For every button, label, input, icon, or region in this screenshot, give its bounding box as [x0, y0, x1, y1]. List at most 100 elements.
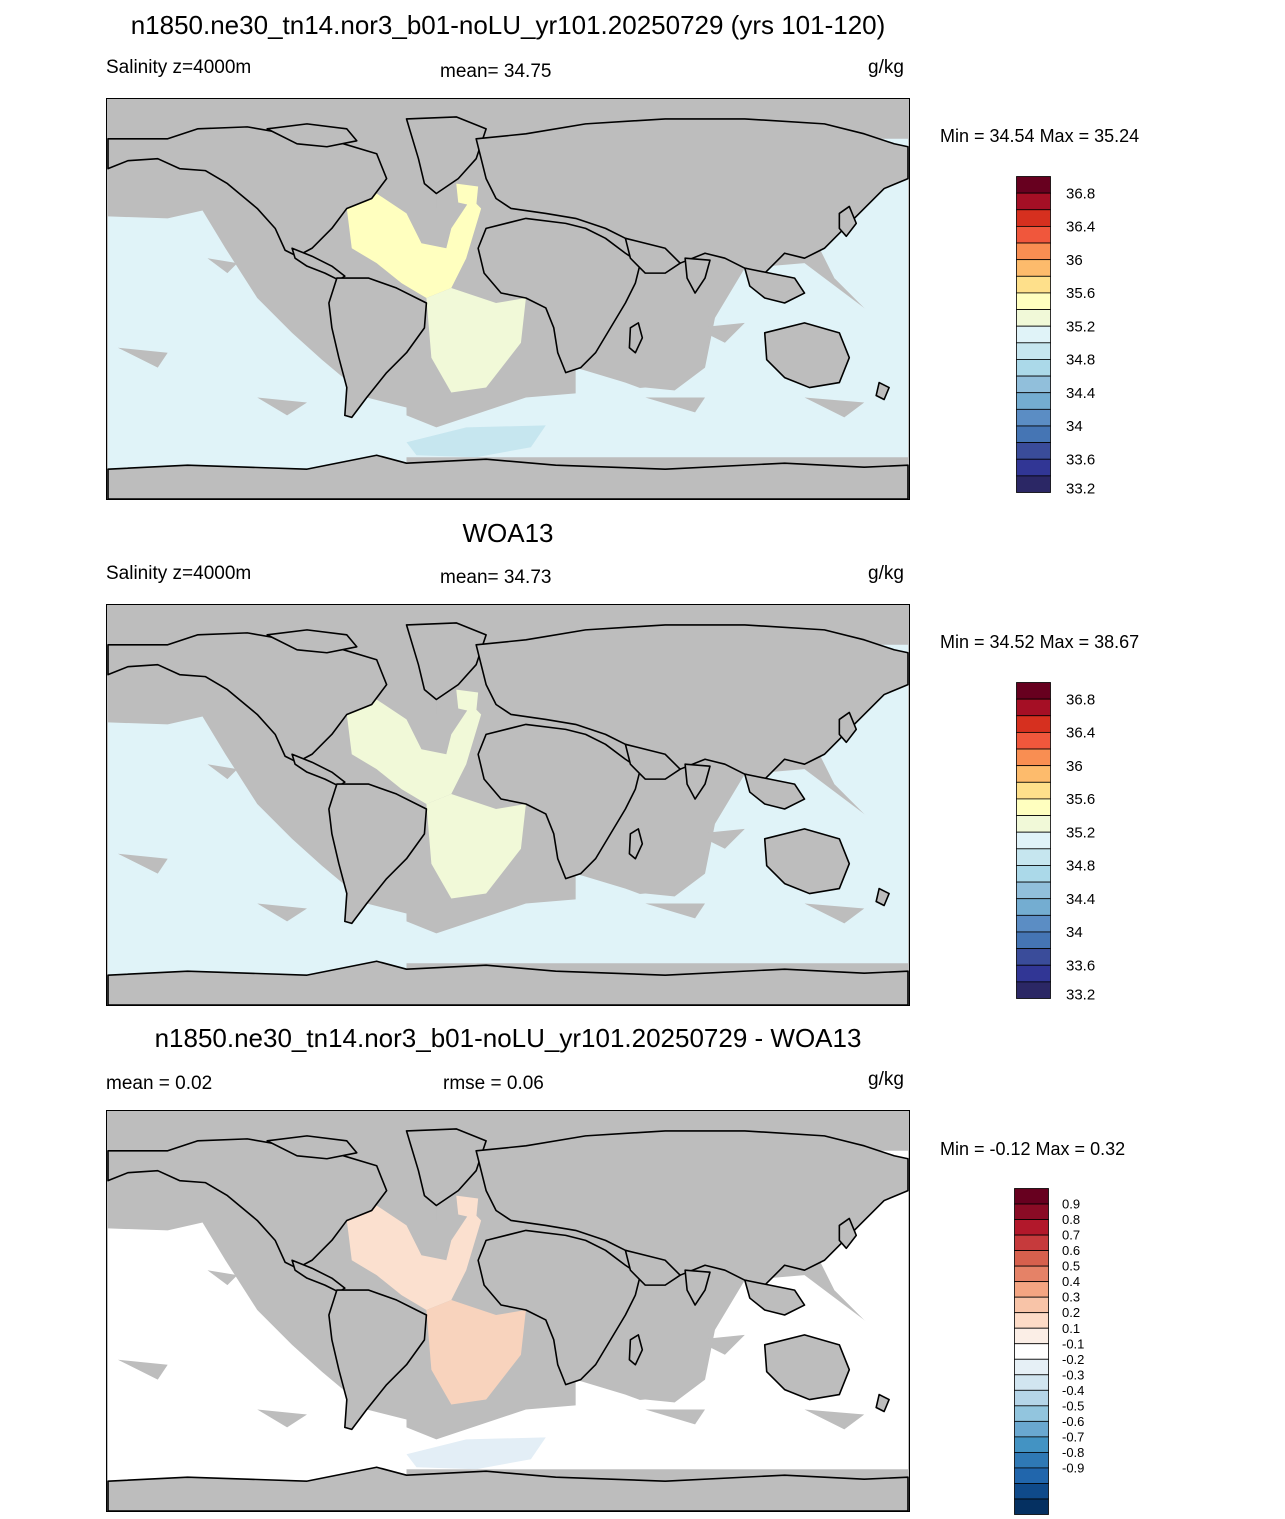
- central-america-coastline: [291, 753, 346, 787]
- seafloor-mask-0: [207, 764, 238, 780]
- colorbar-swatch: [1016, 948, 1051, 966]
- colorbar-tick-label: -0.8: [1062, 1445, 1084, 1460]
- colorbar-swatch: [1016, 259, 1051, 277]
- australia-coastline: [763, 828, 851, 895]
- colorbar-swatch: [1014, 1374, 1049, 1391]
- panel2-mean-label: mean= 34.73: [440, 567, 552, 588]
- seafloor-mask-6: [645, 1409, 706, 1425]
- panel2-colorbar: 36.8 36.4 36 35.6 35.2 34.8 34.4 34 33.6 33.2: [1016, 682, 1126, 1003]
- eurasia-coastline: [475, 624, 909, 780]
- colorbar-swatch: [1016, 442, 1051, 460]
- seafloor-mask-6: [645, 397, 706, 413]
- australia-coastline: [763, 1334, 851, 1401]
- new-zealand-coastline: [875, 381, 890, 401]
- colorbar-tick-label: 33.6: [1066, 958, 1095, 975]
- colorbar-tick-label: -0.2: [1062, 1352, 1084, 1367]
- antarctica-coastline: [107, 960, 909, 1005]
- arctic-islands-coastline: [266, 629, 358, 654]
- seafloor-mask-7: [436, 188, 452, 209]
- seafloor-mask-5: [257, 397, 308, 416]
- weddell-sea-patch: [406, 1437, 546, 1470]
- colorbar-swatch: [1016, 309, 1051, 327]
- india-coastline: [684, 763, 711, 800]
- panel2-map: [106, 604, 910, 1006]
- colorbar-tick-label: 35.6: [1066, 285, 1095, 302]
- arctic-islands-coastline: [266, 123, 358, 148]
- seafloor-mask-3: [117, 1359, 168, 1380]
- colorbar-tick-label: 36.4: [1066, 725, 1095, 742]
- colorbar-swatch: [1016, 931, 1051, 950]
- colorbar-swatch: [1016, 748, 1051, 767]
- colorbar-tick-label: -0.3: [1062, 1367, 1084, 1382]
- panel1-minmax: Min = 34.54 Max = 35.24: [940, 126, 1140, 146]
- south-america-coastline: [328, 277, 428, 419]
- weddell-sea-patch: [406, 425, 546, 458]
- eurasia-coastline: [475, 118, 909, 274]
- colorbar-swatch: [1016, 342, 1051, 360]
- colorbar-swatch: [1016, 698, 1051, 717]
- australia-coastline: [763, 322, 851, 389]
- greenland-deep-patch: [456, 689, 479, 713]
- japan-coastline: [838, 205, 858, 238]
- seafloor-mask-2: [695, 322, 745, 343]
- colorbar-tick-label: 33.2: [1066, 480, 1095, 497]
- greenland-deep-patch: [456, 183, 479, 207]
- seafloor-mask-7: [436, 694, 452, 715]
- colorbar-swatch: [1016, 914, 1051, 933]
- panel1-map: [106, 98, 910, 500]
- colorbar-tick-label: 33.6: [1066, 452, 1095, 469]
- colorbar-tick-label: 34: [1066, 418, 1083, 435]
- colorbar-tick-label: -0.9: [1062, 1461, 1084, 1476]
- arabia-coastline: [624, 743, 681, 780]
- colorbar-tick-label: -0.1: [1062, 1336, 1084, 1351]
- south-america-coastline: [328, 783, 428, 925]
- greenland-coastline: [405, 116, 487, 195]
- southeast-asia-coastline: [744, 1279, 806, 1316]
- colorbar-swatch: [1016, 898, 1051, 916]
- colorbar-swatch: [1016, 225, 1051, 244]
- madagascar-coastline: [628, 1334, 644, 1366]
- colorbar-swatch: [1016, 425, 1051, 444]
- seafloor-mask-3: [117, 853, 168, 874]
- panel1-units: g/kg: [868, 57, 904, 78]
- colorbar-tick-label: 0.1: [1062, 1321, 1080, 1336]
- colorbar-swatch: [1016, 209, 1051, 227]
- colorbar-swatch: [1014, 1312, 1049, 1329]
- colorbar-tick-label: 0.5: [1062, 1259, 1080, 1274]
- colorbar-tick-label: 0.7: [1062, 1228, 1080, 1243]
- colorbar-tick-label: 36.8: [1066, 185, 1095, 202]
- colorbar-swatch: [1016, 981, 1051, 999]
- antarctica-coastline: [107, 454, 909, 499]
- colorbar-swatch: [1016, 815, 1051, 833]
- panel1-variable-label: Salinity z=4000m: [106, 57, 252, 78]
- colorbar-tick-label: 0.8: [1062, 1212, 1080, 1227]
- colorbar-swatch: [1016, 192, 1051, 211]
- arabia-coastline: [624, 237, 681, 274]
- antarctica-coastline: [107, 1466, 909, 1511]
- colorbar-swatch: [1014, 1405, 1049, 1422]
- colorbar-swatch: [1016, 848, 1051, 866]
- greenland-coastline: [405, 622, 487, 701]
- panel3-map: [106, 1110, 910, 1512]
- colorbar-tick-label: 34.4: [1066, 385, 1095, 402]
- seafloor-mask-4: [804, 397, 865, 418]
- eurasia-coastline: [475, 1130, 909, 1286]
- africa-coastline: [477, 723, 642, 880]
- panel2-variable-label: Salinity z=4000m: [106, 563, 252, 584]
- colorbar-tick-label: 36: [1066, 758, 1083, 775]
- colorbar-swatch: [1016, 325, 1051, 344]
- colorbar-tick-label: -0.5: [1062, 1398, 1084, 1413]
- seafloor-mask-0: [207, 258, 238, 274]
- colorbar-swatch: [1016, 865, 1051, 883]
- colorbar-swatch: [1014, 1281, 1049, 1298]
- colorbar-tick-label: 34.4: [1066, 891, 1095, 908]
- colorbar-tick-label: 35.2: [1066, 318, 1095, 335]
- colorbar-swatch: [1014, 1498, 1049, 1515]
- colorbar-tick-label: 0.9: [1062, 1197, 1080, 1212]
- panel3-units: g/kg: [868, 1069, 904, 1090]
- colorbar-swatch: [1016, 715, 1051, 733]
- seafloor-mask-2: [695, 1334, 745, 1355]
- colorbar-tick-label: 0.6: [1062, 1243, 1080, 1258]
- colorbar-swatch: [1016, 831, 1051, 850]
- colorbar-tick-label: -0.7: [1062, 1429, 1084, 1444]
